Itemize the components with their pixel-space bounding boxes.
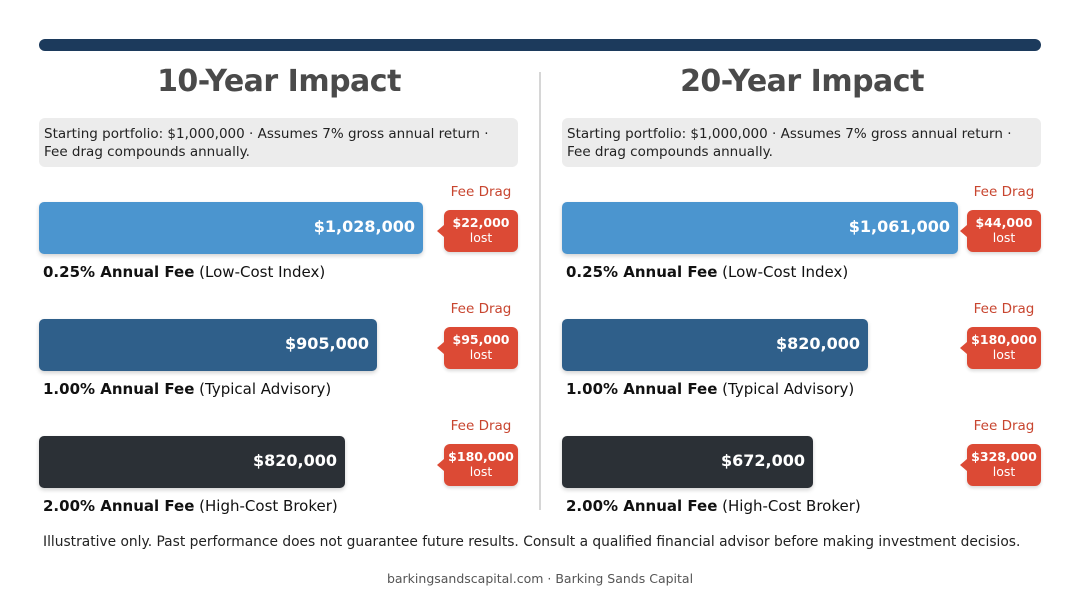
fee-category: (High-Cost Broker) — [199, 497, 338, 515]
fee-drag-badge: $180,000 lost — [437, 444, 518, 486]
bar-value-label: $820,000 — [252, 451, 337, 470]
fee-drag-title: Fee Drag — [450, 301, 512, 317]
panel-title: 20-Year Impact — [680, 64, 924, 99]
panel-10-year: 10-Year Impact Starting portfolio: $1,00… — [39, 62, 519, 522]
portfolio-value-bar: $1,061,000 — [562, 202, 958, 254]
fee-drag-badge: $180,000 lost — [960, 327, 1041, 369]
bar-value-label: $1,028,000 — [313, 217, 415, 236]
fee-drag-suffix: lost — [469, 230, 493, 245]
fee-category: (Typical Advisory) — [722, 380, 855, 398]
fee-tier-label: 1.00% Annual Fee (Typical Advisory) — [566, 380, 854, 398]
fee-drag-suffix: lost — [992, 464, 1016, 479]
fee-drag-title: Fee Drag — [973, 301, 1035, 317]
bar-value-label: $672,000 — [720, 451, 805, 470]
fee-tier-label: 2.00% Annual Fee (High-Cost Broker) — [43, 497, 338, 515]
fee-drag-title: Fee Drag — [973, 418, 1035, 434]
fee-row: $820,000 Fee Drag $180,000 lost 1.00% Annual… — [562, 301, 1042, 407]
fee-category: (Low-Cost Index) — [722, 263, 849, 281]
assumptions-note: Starting portfolio: $1,000,000 · Assumes… — [39, 118, 518, 167]
fee-tier-label: 2.00% Annual Fee (High-Cost Broker) — [566, 497, 861, 515]
fee-drag-amount: $44,000 — [975, 215, 1033, 230]
fee-drag-badge: $95,000 lost — [437, 327, 518, 369]
fee-drag-badge: $22,000 lost — [437, 210, 518, 252]
fee-drag-title: Fee Drag — [973, 184, 1035, 200]
panel-20-year: 20-Year Impact Starting portfolio: $1,00… — [562, 62, 1042, 522]
fee-rate: 0.25% Annual Fee — [43, 263, 195, 281]
panel-title: 10-Year Impact — [157, 64, 401, 99]
bar-value-label: $820,000 — [775, 334, 860, 353]
fee-row: $1,061,000 Fee Drag $44,000 lost 0.25% Annua… — [562, 184, 1042, 290]
fee-category: (High-Cost Broker) — [722, 497, 861, 515]
portfolio-value-bar: $672,000 — [562, 436, 813, 488]
assumptions-note: Starting portfolio: $1,000,000 · Assumes… — [562, 118, 1041, 167]
fee-drag-badge: $44,000 lost — [960, 210, 1041, 252]
fee-rate: 2.00% Annual Fee — [43, 497, 195, 515]
fee-drag-amount: $95,000 — [452, 332, 510, 347]
fee-row: $905,000 Fee Drag $95,000 lost 1.00% Annual … — [39, 301, 519, 407]
panel-divider — [539, 72, 541, 510]
fee-row: $672,000 Fee Drag $328,000 lost 2.00% Annual… — [562, 418, 1042, 524]
fee-drag-suffix: lost — [469, 347, 493, 362]
fee-drag-suffix: lost — [469, 464, 493, 479]
bar-value-label: $905,000 — [284, 334, 369, 353]
fee-drag-amount: $180,000 — [448, 449, 514, 464]
fee-drag-suffix: lost — [992, 230, 1016, 245]
top-accent-bar — [39, 39, 1041, 51]
portfolio-value-bar: $820,000 — [39, 436, 345, 488]
fee-row: $1,028,000 Fee Drag $22,000 lost 0.25% Annua… — [39, 184, 519, 290]
fee-category: (Low-Cost Index) — [199, 263, 326, 281]
fee-tier-label: 0.25% Annual Fee (Low-Cost Index) — [566, 263, 848, 281]
fee-drag-title: Fee Drag — [450, 418, 512, 434]
portfolio-value-bar: $1,028,000 — [39, 202, 423, 254]
fee-row: $820,000 Fee Drag $180,000 lost 2.00% Annual… — [39, 418, 519, 524]
fee-drag-amount: $328,000 — [971, 449, 1037, 464]
fee-rate: 2.00% Annual Fee — [566, 497, 718, 515]
fee-drag-suffix: lost — [992, 347, 1016, 362]
fee-rate: 0.25% Annual Fee — [566, 263, 718, 281]
fee-drag-badge: $328,000 lost — [960, 444, 1041, 486]
fee-drag-amount: $180,000 — [971, 332, 1037, 347]
footer-text: barkingsandscapital.com · Barking Sands … — [386, 571, 694, 586]
fee-drag-title: Fee Drag — [450, 184, 512, 200]
fee-rate: 1.00% Annual Fee — [43, 380, 195, 398]
fee-rate: 1.00% Annual Fee — [566, 380, 718, 398]
portfolio-value-bar: $905,000 — [39, 319, 377, 371]
fee-tier-label: 0.25% Annual Fee (Low-Cost Index) — [43, 263, 325, 281]
disclaimer-text: Illustrative only. Past performance does… — [43, 534, 1021, 550]
fee-tier-label: 1.00% Annual Fee (Typical Advisory) — [43, 380, 331, 398]
bar-value-label: $1,061,000 — [848, 217, 950, 236]
portfolio-value-bar: $820,000 — [562, 319, 868, 371]
fee-drag-amount: $22,000 — [452, 215, 510, 230]
fee-category: (Typical Advisory) — [199, 380, 332, 398]
